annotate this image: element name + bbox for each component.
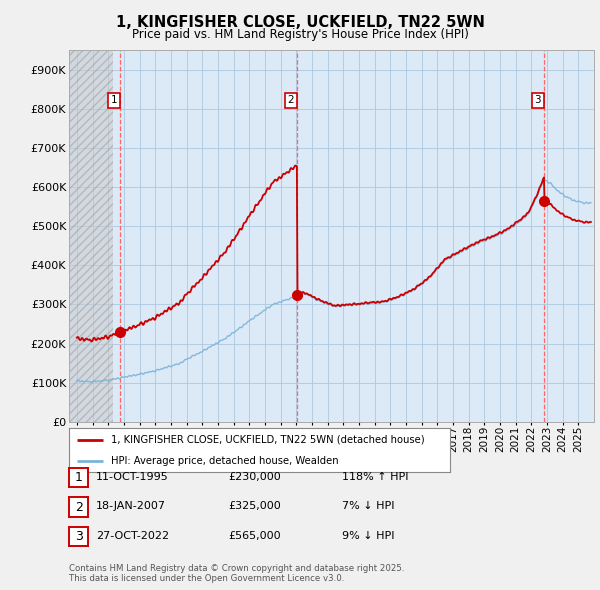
Text: 11-OCT-1995: 11-OCT-1995	[96, 472, 169, 481]
Text: £230,000: £230,000	[228, 472, 281, 481]
Text: 2: 2	[287, 96, 294, 106]
Text: 27-OCT-2022: 27-OCT-2022	[96, 531, 169, 540]
Text: 3: 3	[535, 96, 541, 106]
Text: 1: 1	[111, 96, 118, 106]
Text: 7% ↓ HPI: 7% ↓ HPI	[342, 502, 395, 511]
Text: 1, KINGFISHER CLOSE, UCKFIELD, TN22 5WN (detached house): 1, KINGFISHER CLOSE, UCKFIELD, TN22 5WN …	[111, 435, 425, 445]
Text: 3: 3	[74, 530, 83, 543]
Text: 18-JAN-2007: 18-JAN-2007	[96, 502, 166, 511]
Text: Contains HM Land Registry data © Crown copyright and database right 2025.
This d: Contains HM Land Registry data © Crown c…	[69, 563, 404, 583]
Text: 2: 2	[74, 500, 83, 514]
Text: £565,000: £565,000	[228, 531, 281, 540]
Text: 118% ↑ HPI: 118% ↑ HPI	[342, 472, 409, 481]
Text: HPI: Average price, detached house, Wealden: HPI: Average price, detached house, Weal…	[111, 456, 338, 466]
Text: 9% ↓ HPI: 9% ↓ HPI	[342, 531, 395, 540]
Text: Price paid vs. HM Land Registry's House Price Index (HPI): Price paid vs. HM Land Registry's House …	[131, 28, 469, 41]
Text: £325,000: £325,000	[228, 502, 281, 511]
Text: 1: 1	[74, 471, 83, 484]
Text: 1, KINGFISHER CLOSE, UCKFIELD, TN22 5WN: 1, KINGFISHER CLOSE, UCKFIELD, TN22 5WN	[116, 15, 484, 30]
Bar	[69, 50, 113, 422]
